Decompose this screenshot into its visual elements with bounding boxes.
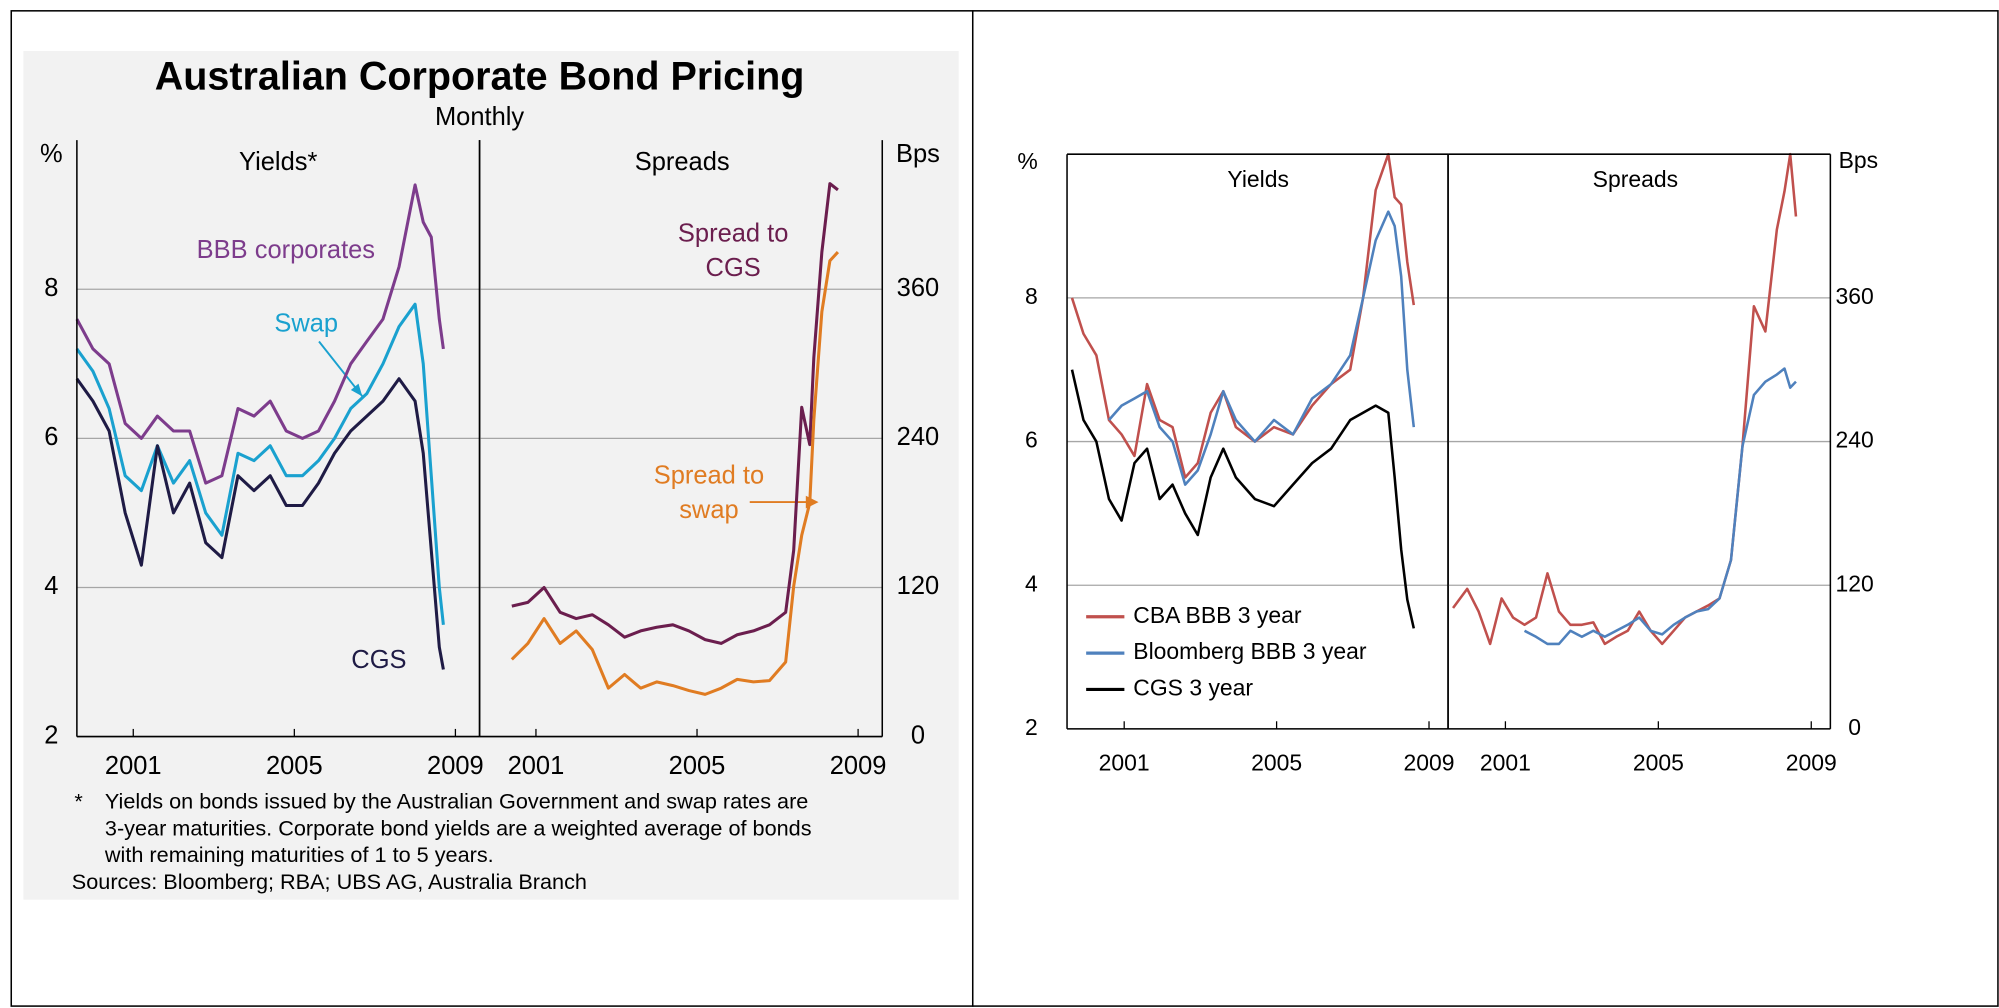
y-tick-label: 0	[1848, 714, 1861, 740]
y-unit-label: Bps	[896, 140, 940, 168]
y-tick-label: 4	[44, 572, 58, 600]
label-line: CGS	[706, 254, 761, 282]
y-tick-label: 360	[897, 274, 940, 302]
x-tick-label: 2009	[830, 752, 887, 780]
chart-subtitle: Monthly	[435, 103, 524, 131]
x-tick-label: 2009	[1404, 750, 1455, 776]
legend-label: CGS 3 year	[1133, 674, 1253, 700]
y-tick-label: 6	[1025, 427, 1038, 453]
label-line: Spread to	[678, 219, 788, 247]
series-line	[511, 182, 839, 645]
x-tick-label: 2001	[1480, 750, 1531, 776]
x-tick-label: 2005	[669, 752, 726, 780]
y-tick-label: 8	[44, 274, 58, 302]
panel-title: Spreads	[1593, 166, 1678, 192]
series-line	[1523, 367, 1797, 646]
panel-title: Yields*	[239, 148, 317, 176]
panel-title: Spreads	[635, 148, 730, 176]
note-line: 3-year maturities. Corporate bond yields…	[105, 815, 812, 840]
series-label: Spread to swap	[654, 461, 764, 523]
y-tick-label: 2	[44, 721, 58, 749]
arrow-head	[350, 383, 363, 397]
y-tick-label: 2	[1025, 714, 1038, 740]
y-unit-label: %	[40, 140, 63, 168]
y-tick-label: 240	[897, 423, 940, 451]
y-tick-label: 0	[911, 721, 925, 749]
series-line	[510, 251, 840, 696]
label-line: swap	[679, 496, 738, 524]
y-tick-label: 360	[1835, 283, 1873, 309]
series-line	[75, 183, 445, 485]
x-tick-label: 2005	[1251, 750, 1302, 776]
x-tick-label: 2005	[1633, 750, 1684, 776]
x-tick-label: 2001	[508, 752, 565, 780]
legend-label: CBA BBB 3 year	[1133, 602, 1302, 628]
y-tick-label: 4	[1025, 570, 1038, 596]
sources: Sources: Bloomberg; RBA; UBS AG, Austral…	[72, 869, 587, 894]
y-tick-label: 120	[897, 572, 940, 600]
legend-label: Bloomberg BBB 3 year	[1133, 638, 1367, 664]
series-line	[1070, 152, 1416, 479]
x-tick-label: 2001	[105, 752, 162, 780]
note-marker: *	[74, 789, 83, 814]
series-label: Spread to CGS	[678, 219, 788, 281]
y-tick-label: 240	[1835, 427, 1873, 453]
series-label: CGS	[351, 646, 406, 674]
series-label: Swap	[274, 310, 338, 338]
note-line: Yields on bonds issued by the Australian…	[105, 789, 808, 814]
y-tick-label: 8	[1025, 283, 1038, 309]
y-tick-label: 120	[1835, 570, 1873, 596]
y-tick-label: 6	[44, 423, 58, 451]
series-label: BBB corporates	[197, 236, 375, 264]
x-tick-label: 2009	[1786, 750, 1837, 776]
y-unit-label: %	[1017, 148, 1037, 174]
label-line: Spread to	[654, 461, 764, 489]
series-line	[75, 302, 445, 625]
x-tick-label: 2005	[266, 752, 323, 780]
series-line	[1070, 369, 1416, 629]
series-line	[75, 377, 445, 670]
y-unit-label: Bps	[1839, 147, 1879, 173]
x-tick-label: 2009	[427, 752, 484, 780]
note-line: with remaining maturities of 1 to 5 year…	[104, 842, 494, 867]
series-line	[1108, 210, 1416, 486]
x-tick-label: 2001	[1099, 750, 1150, 776]
chart-title: Australian Corporate Bond Pricing	[155, 54, 805, 98]
panel-title: Yields	[1227, 166, 1289, 192]
